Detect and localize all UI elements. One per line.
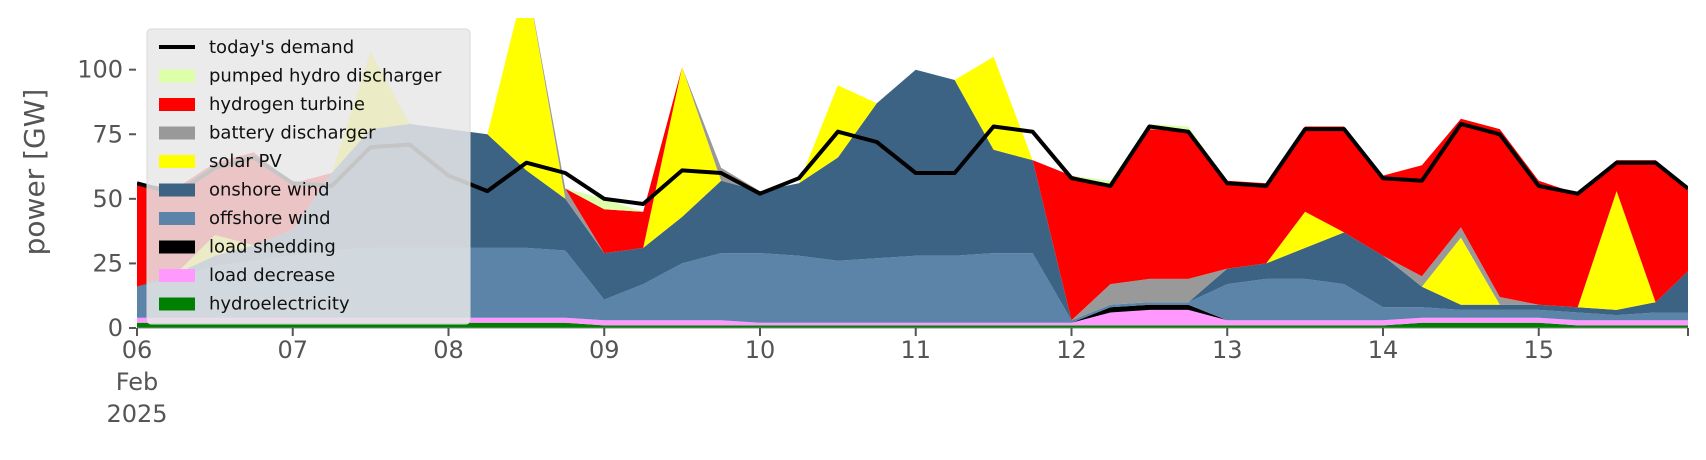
legend-label-today-s-demand: today's demand <box>209 37 354 58</box>
legend-label-load-shedding: load shedding <box>209 237 336 258</box>
legend-swatch-load-shedding <box>159 240 195 254</box>
x-tick-label: 15 <box>1523 336 1554 364</box>
area-offshore-wind <box>137 247 1688 323</box>
legend-label-onshore-wind: onshore wind <box>209 180 330 201</box>
legend-label-solar-pv: solar PV <box>209 151 282 172</box>
area-solar-pv <box>137 18 1688 321</box>
legend-swatch-pumped-hydro-discharger <box>159 69 195 83</box>
x-tick-label: 07 <box>277 336 308 364</box>
legend-label-load-decrease: load decrease <box>209 265 335 286</box>
x-tick-label: 09 <box>589 336 620 364</box>
legend-label-pumped-hydro-discharger: pumped hydro discharger <box>209 66 442 87</box>
x-tick-label: 10 <box>745 336 776 364</box>
legend-box <box>146 28 471 325</box>
x-tick-label: 12 <box>1056 336 1087 364</box>
legend-swatch-offshore-wind <box>159 212 195 225</box>
x-tick-label: 14 <box>1368 336 1399 364</box>
legend-label-battery-discharger: battery discharger <box>209 123 376 144</box>
area-onshore-wind <box>137 69 1688 321</box>
legend-label-hydroelectricity: hydroelectricity <box>209 294 350 315</box>
x-tick-sublabel: 2025 <box>106 400 167 428</box>
legend-swatch-hydroelectricity <box>159 297 195 311</box>
x-tick-label: 11 <box>900 336 931 364</box>
x-tick-label: 13 <box>1212 336 1243 364</box>
y-tick-label: 50 <box>92 185 123 213</box>
y-tick-label: 100 <box>77 56 123 84</box>
legend-label-hydrogen-turbine: hydrogen turbine <box>209 94 365 115</box>
y-tick-label: 0 <box>108 314 123 342</box>
x-tick-sublabel: Feb <box>116 368 159 396</box>
legend-swatch-onshore-wind <box>159 183 195 197</box>
x-tick-label: 06 <box>122 336 153 364</box>
y-tick-label: 75 <box>92 120 123 148</box>
y-tick-label: 25 <box>92 249 123 277</box>
legend-label-offshore-wind: offshore wind <box>209 208 331 229</box>
legend-swatch-load-decrease <box>159 269 195 282</box>
area-load-decrease <box>137 309 1688 326</box>
axes: 0 25 50 75 100 06 Feb 2025 07 08 09 10 11 12 13 14 15 <box>77 56 1689 428</box>
y-axis-title: power [GW] <box>18 89 51 256</box>
legend-swatch-hydrogen-turbine <box>159 98 195 111</box>
legend-swatch-battery-discharger <box>159 126 195 140</box>
x-tick-label: 08 <box>433 336 464 364</box>
legend: today's demand pumped hydro discharger hyd… <box>146 28 471 325</box>
legend-swatch-solar-pv <box>159 155 195 168</box>
